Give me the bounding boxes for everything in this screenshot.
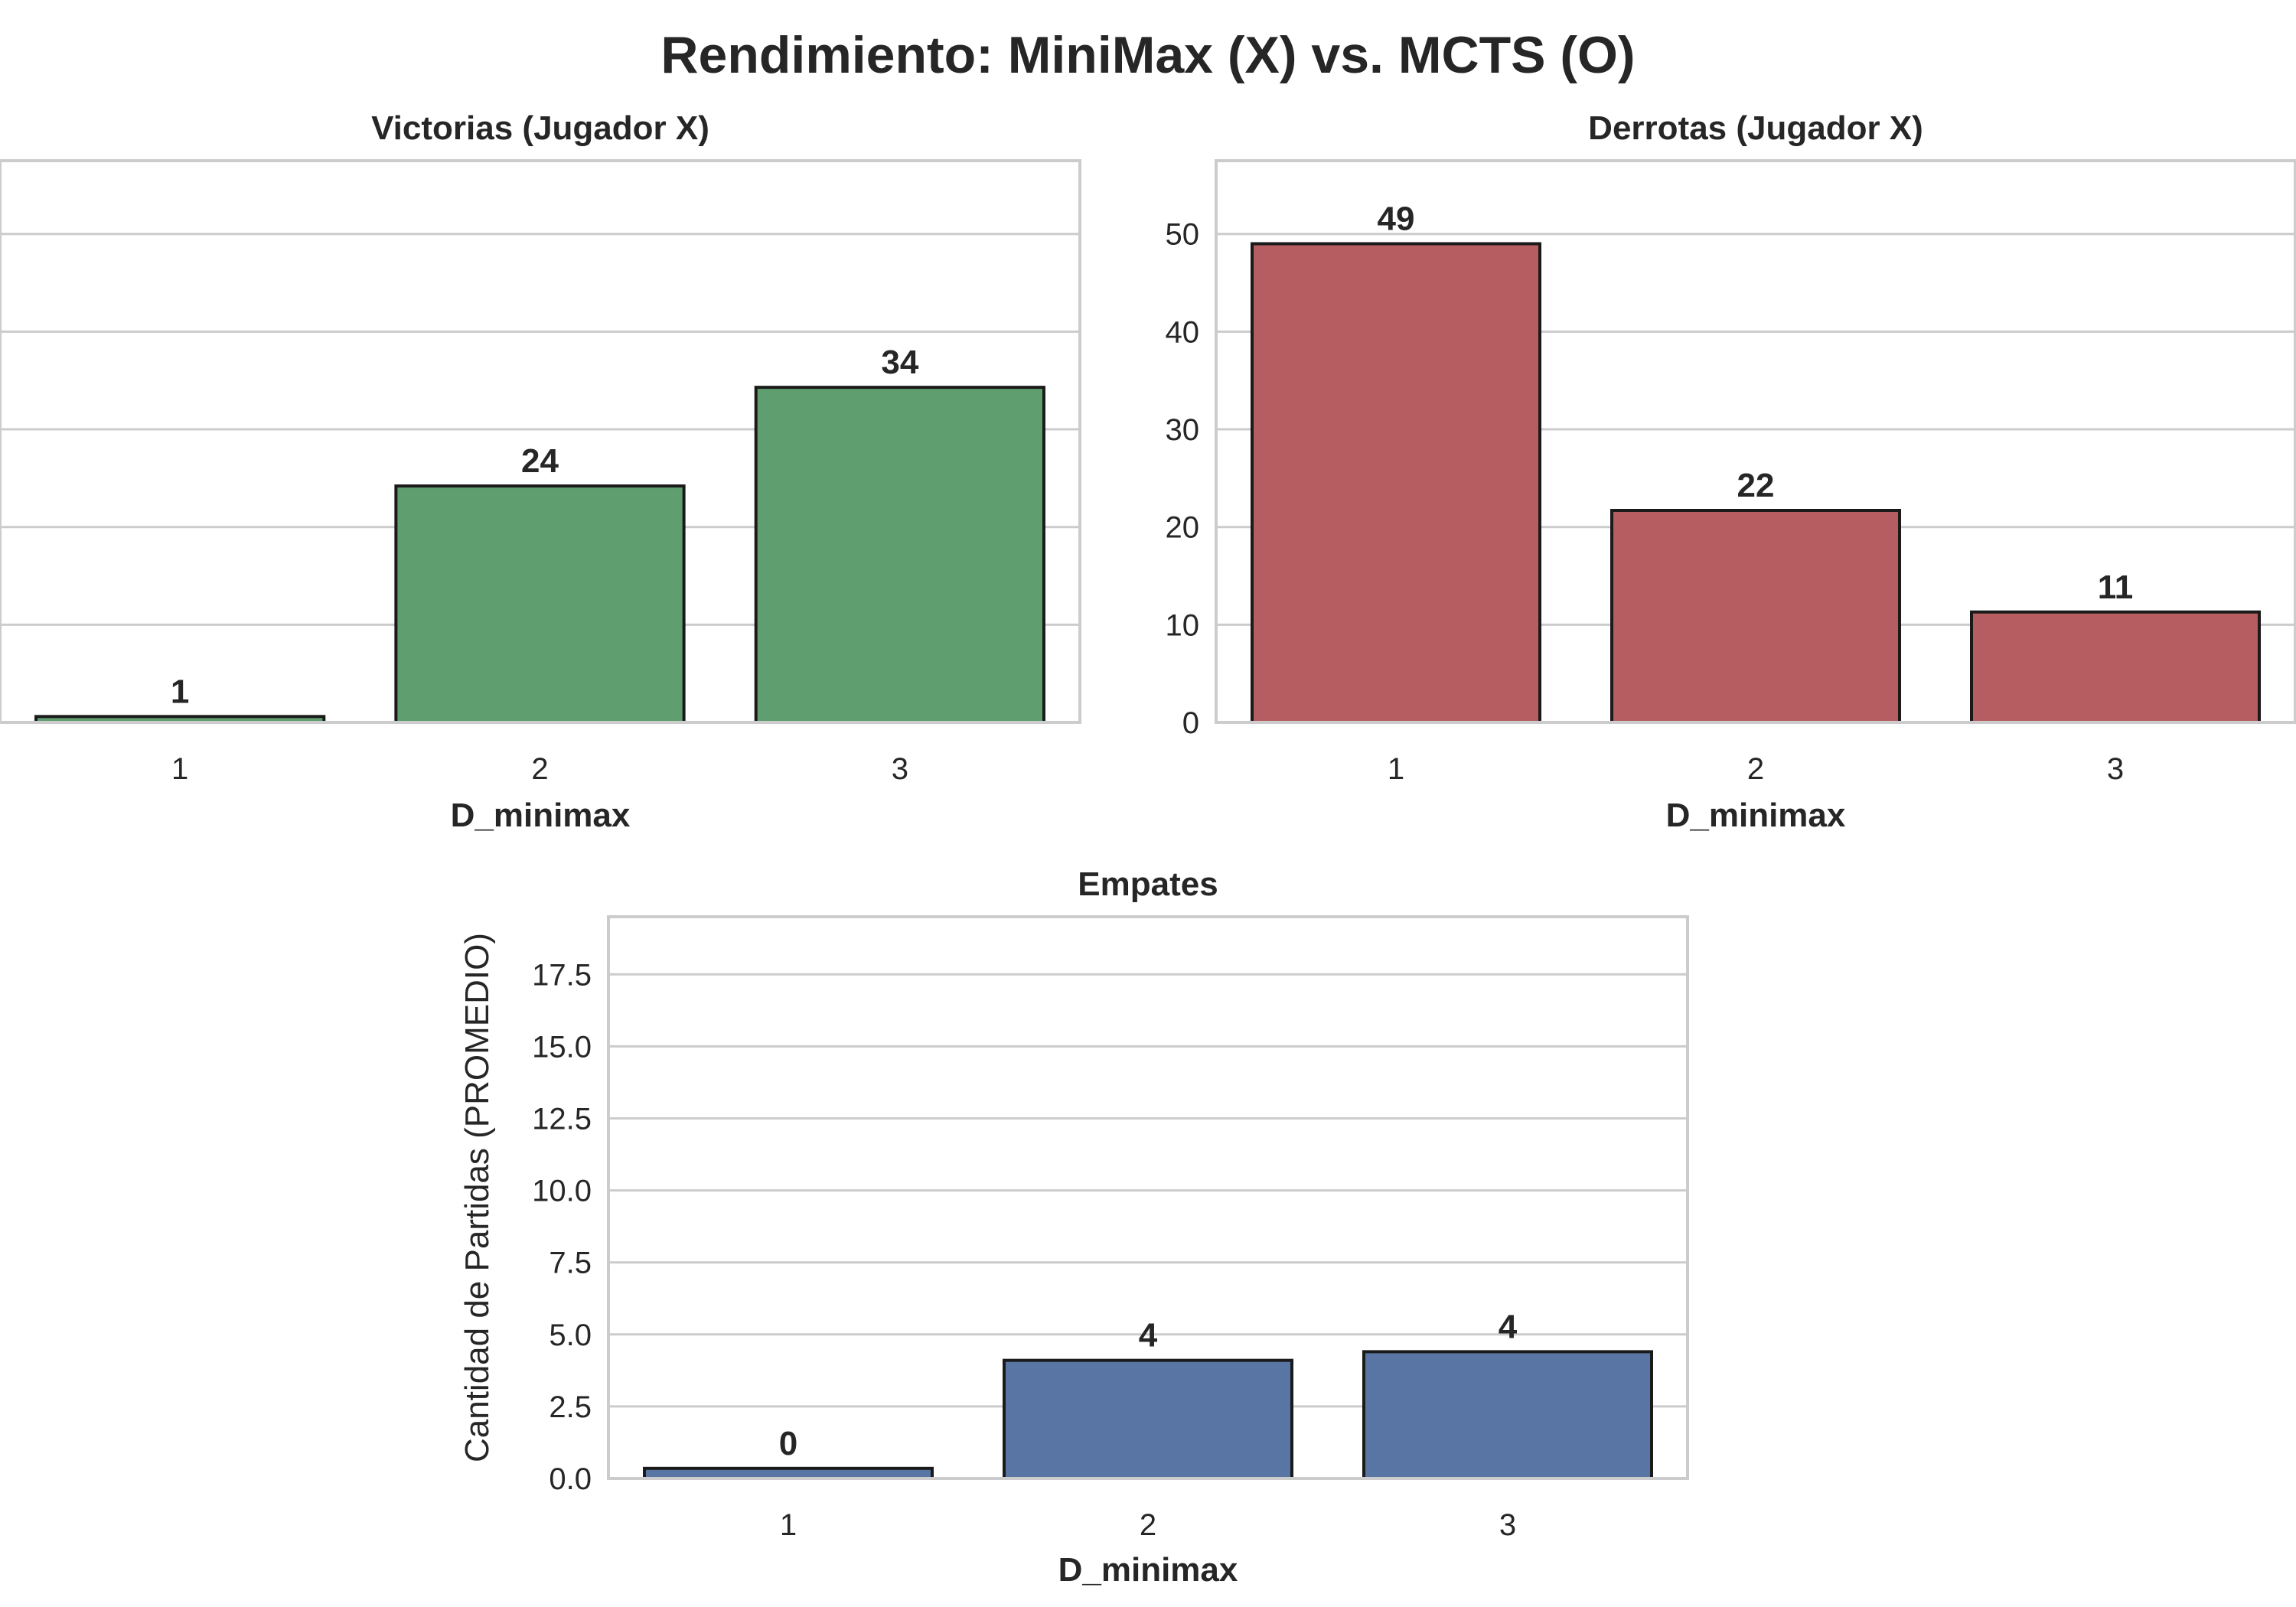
- panel-empates-x-ticks: 1 2 3: [780, 1508, 1516, 1542]
- panel-empates-y-tick-label: 2.5: [549, 1390, 592, 1424]
- panel-victorias-xlabel: D_minimax: [451, 797, 631, 834]
- panel-empates-y-tick-label: 10.0: [532, 1175, 592, 1208]
- panel-derrotas-y-tick-label: 0: [1182, 706, 1199, 740]
- panel-derrotas-x-tick-label: 1: [1388, 752, 1404, 786]
- panel-victorias-bar-3: [754, 386, 1045, 724]
- panel-empates: Empates 0 4 4 0.0 2.5 5.0 7.5 10.0 12.5 15.0 17.5…: [458, 865, 1689, 1589]
- panel-empates-title: Empates: [1078, 865, 1218, 903]
- panel-derrotas-y-tick-label: 10: [1166, 608, 1200, 642]
- panel-derrotas-bar-2: [1610, 508, 1901, 725]
- panel-derrotas-frame: [1215, 159, 2296, 724]
- panel-derrotas-x-tick-label: 3: [2107, 752, 2124, 786]
- panel-derrotas-y-tick-label: 30: [1166, 413, 1200, 447]
- panel-empates-data-labels: 0 4 4: [779, 1308, 1518, 1462]
- panel-empates-frame: [607, 915, 1689, 1480]
- panel-victorias-bars: [34, 386, 1045, 725]
- panel-derrotas-y-ticks: 0 10 20 30 40 50: [1166, 218, 1200, 740]
- panel-derrotas-data-label-3: 11: [2098, 569, 2134, 606]
- panel-derrotas-y-tick-label: 40: [1166, 315, 1200, 349]
- panel-derrotas-y-tick-label: 50: [1166, 218, 1200, 252]
- figure-title: Rendimiento: MiniMax (X) vs. MCTS (O): [660, 26, 1635, 84]
- panel-empates-data-label-3: 4: [1499, 1308, 1518, 1345]
- panel-derrotas-y-tick-label: 20: [1166, 511, 1200, 545]
- panel-victorias-x-tick-label: 1: [171, 752, 188, 786]
- panel-empates-y-tick-label: 17.5: [532, 958, 592, 992]
- panel-empates-y-tick-label: 7.5: [549, 1247, 592, 1280]
- panel-victorias-x-tick-label: 3: [892, 752, 908, 786]
- panel-empates-y-tick-label: 0.0: [549, 1462, 592, 1496]
- panel-derrotas-bar-1: [1251, 242, 1541, 724]
- panel-empates-data-label-1: 0: [779, 1425, 797, 1462]
- panel-empates-data-label-2: 4: [1139, 1317, 1158, 1354]
- panel-empates-x-tick-label: 2: [1140, 1508, 1156, 1542]
- panel-empates-y-ticks: 0.0 2.5 5.0 7.5 10.0 12.5 15.0 17.5: [532, 958, 592, 1496]
- panel-victorias-data-label-3: 34: [881, 344, 918, 381]
- panel-derrotas-data-label-2: 22: [1737, 467, 1775, 504]
- panel-derrotas-data-label-1: 49: [1378, 200, 1415, 238]
- panel-victorias-title: Victorias (Jugador X): [371, 109, 709, 147]
- panel-derrotas-x-ticks: 1 2 3: [1388, 752, 2124, 786]
- panel-empates-bars: [643, 1350, 1653, 1481]
- panel-derrotas-bars: [1251, 242, 2261, 725]
- panel-victorias-x-tick-label: 2: [531, 752, 548, 786]
- panel-derrotas-bar-3: [1970, 610, 2261, 725]
- panel-empates-bar-3: [1362, 1350, 1653, 1481]
- panel-empates-xlabel: D_minimax: [1058, 1551, 1238, 1589]
- panel-empates-y-tick-label: 12.5: [532, 1102, 592, 1136]
- panel-victorias-frame: [0, 159, 1081, 724]
- panel-derrotas-xlabel: D_minimax: [1666, 797, 1846, 834]
- panel-empates-ylabel: Cantidad de Partidas (PROMEDIO): [458, 933, 496, 1462]
- panel-victorias-data-label-2: 24: [521, 442, 559, 480]
- panel-victorias-data-label-1: 1: [171, 673, 189, 710]
- panel-empates-x-tick-label: 1: [780, 1508, 797, 1542]
- panel-derrotas-data-labels: 49 22 11: [1378, 200, 2134, 606]
- panel-victorias-bar-2: [394, 484, 686, 724]
- panel-victorias: Victorias (Jugador X) 1 24 34 1 2 3 D_minima…: [0, 109, 1081, 834]
- panel-empates-y-tick-label: 5.0: [549, 1319, 592, 1352]
- panel-empates-y-tick-label: 15.0: [532, 1030, 592, 1064]
- panel-empates-x-tick-label: 3: [1499, 1508, 1516, 1542]
- panel-empates-bar-2: [1003, 1358, 1293, 1480]
- panel-victorias-x-ticks: 1 2 3: [171, 752, 908, 786]
- panel-derrotas-title: Derrotas (Jugador X): [1588, 109, 1923, 147]
- panel-derrotas-x-tick-label: 2: [1747, 752, 1764, 786]
- panel-victorias-data-labels: 1 24 34: [171, 344, 919, 710]
